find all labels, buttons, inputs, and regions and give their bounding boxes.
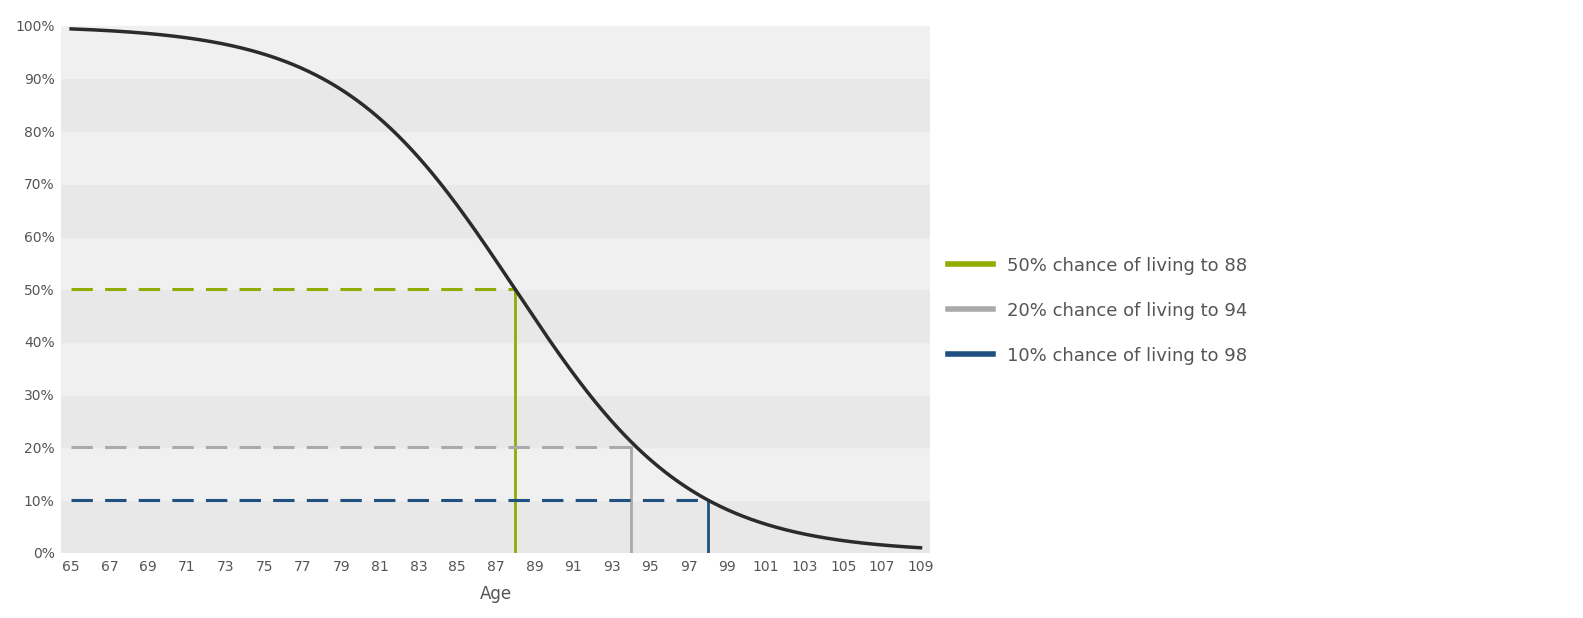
Bar xyxy=(62,500,931,553)
Bar xyxy=(62,342,931,395)
Bar xyxy=(62,184,931,237)
X-axis label: Age: Age xyxy=(480,585,511,603)
Bar xyxy=(62,131,931,184)
Bar xyxy=(62,447,931,500)
Legend: 50% chance of living to 88, 20% chance of living to 94, 10% chance of living to : 50% chance of living to 88, 20% chance o… xyxy=(948,256,1247,365)
Bar xyxy=(62,289,931,342)
Bar xyxy=(62,25,931,78)
Bar xyxy=(62,395,931,447)
Bar xyxy=(62,78,931,131)
Bar xyxy=(62,237,931,289)
